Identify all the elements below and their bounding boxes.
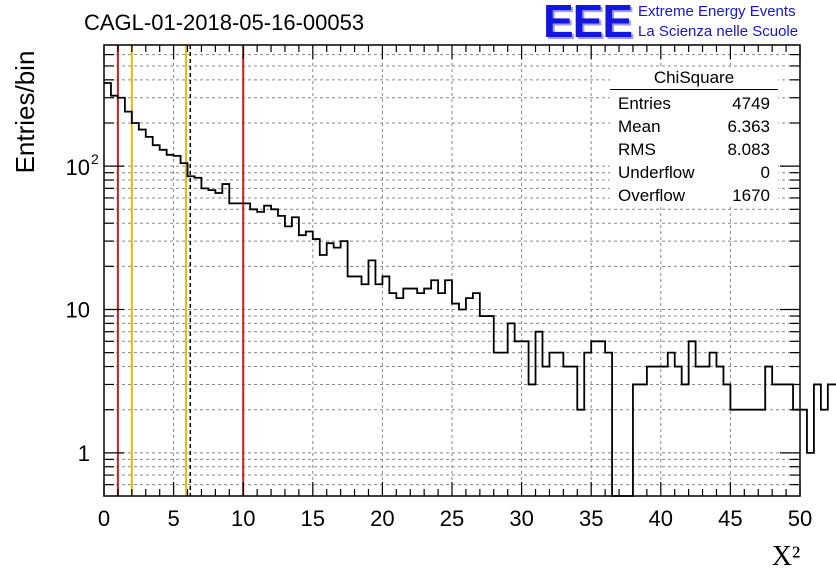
logo-subtitle-line2: La Scienza nelle Scuole: [638, 23, 799, 40]
x-tick-label: 25: [440, 506, 464, 531]
y-tick-label: 10: [66, 297, 90, 322]
stats-row-underflow: Underflow 0: [610, 161, 778, 184]
x-tick-label: 5: [167, 506, 179, 531]
y-tick-label: 10: [66, 155, 90, 180]
stats-value: 8.083: [727, 140, 770, 159]
y-axis-label: Entries/bin: [10, 51, 40, 174]
x-tick-label: 20: [370, 506, 394, 531]
stats-row-overflow: Overflow 1670: [610, 184, 778, 207]
stats-value: 1670: [732, 186, 770, 205]
stats-label: RMS: [618, 140, 656, 159]
logo-subtitle-line1: Extreme Energy Events: [638, 3, 796, 20]
histogram-layer: [104, 82, 836, 497]
stats-value: 0: [760, 163, 770, 182]
stats-row-mean: Mean 6.363: [610, 115, 778, 138]
statistics-box: ChiSquare Entries 4749 Mean 6.363 RMS 8.…: [610, 68, 778, 207]
x-tick-label: 50: [788, 506, 812, 531]
stats-label: Entries: [618, 94, 671, 113]
x-tick-label: 10: [231, 506, 255, 531]
stats-row-entries: Entries 4749: [610, 92, 778, 115]
x-tick-label: 45: [718, 506, 742, 531]
stats-value: 6.363: [727, 117, 770, 136]
stats-label: Overflow: [618, 186, 686, 205]
histogram-steps: [104, 82, 836, 497]
stats-label: Underflow: [618, 163, 695, 182]
y-tick-label: 1: [78, 441, 90, 466]
stats-value: 4749: [732, 94, 770, 113]
x-tick-label: 40: [649, 506, 673, 531]
x-tick-label: 15: [301, 506, 325, 531]
x-tick-label: 30: [509, 506, 533, 531]
stats-row-rms: RMS 8.083: [610, 138, 778, 161]
x-tick-label: 0: [98, 506, 110, 531]
run-title: CAGL-01-2018-05-16-00053: [84, 10, 365, 35]
x-axis-label: X²: [772, 541, 801, 572]
y-tick-label-exponent: 2: [91, 151, 99, 167]
reference-lines-layer: [116, 45, 245, 496]
statistics-title: ChiSquare: [610, 68, 778, 90]
grid-layer: [104, 45, 800, 496]
x-tick-label: 35: [579, 506, 603, 531]
ticks-layer: [103, 45, 801, 496]
stats-label: Mean: [618, 117, 661, 136]
eee-logo: EEE: [543, 0, 633, 47]
